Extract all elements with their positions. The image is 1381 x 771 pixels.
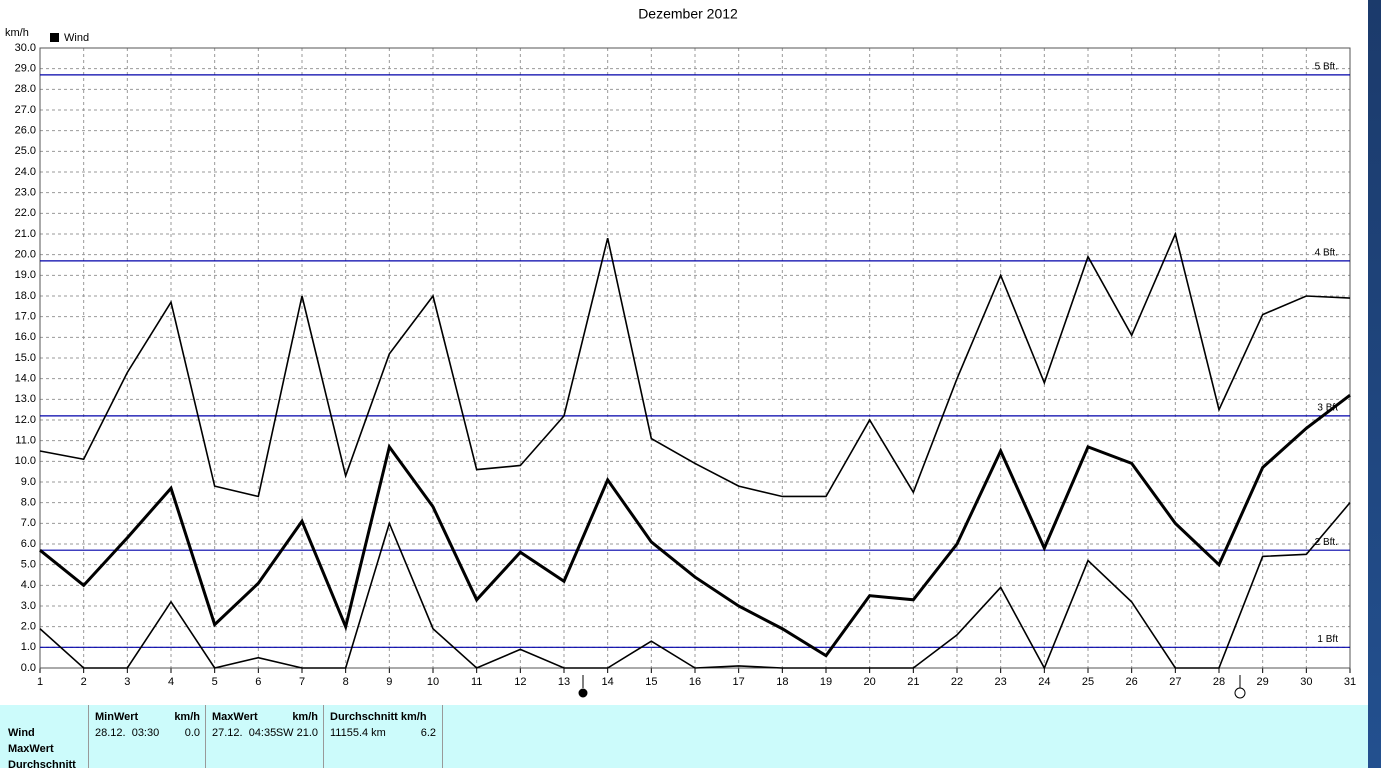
y-tick-label: 6.0 — [21, 538, 36, 550]
chart-title: Dezember 2012 — [638, 6, 738, 22]
y-tick-label: 0.0 — [21, 662, 36, 674]
x-tick-label: 28 — [1213, 676, 1225, 688]
x-tick-label: 16 — [689, 676, 701, 688]
x-tick-label: 23 — [995, 676, 1007, 688]
column-header: Durchschnitt km/h — [330, 711, 427, 723]
y-tick-label: 21.0 — [15, 228, 36, 240]
x-tick-label: 1 — [37, 676, 43, 688]
series-line — [39, 231, 1351, 498]
x-tick-label: 8 — [343, 676, 349, 688]
stats-column: Durchschnitt km/h 11155.4 km 6.2 — [323, 705, 443, 768]
y-tick-label: 4.0 — [21, 579, 36, 591]
beaufort-label: 3 Bft — [1317, 403, 1338, 414]
row-label: Wind — [8, 727, 35, 739]
y-tick-label: 29.0 — [15, 63, 36, 75]
x-tick-label: 26 — [1126, 676, 1138, 688]
x-tick-label: 20 — [864, 676, 876, 688]
time: 28.12. 03:30 — [95, 727, 160, 739]
y-tick-label: 24.0 — [15, 166, 36, 178]
y-tick-label: 30.0 — [15, 42, 36, 54]
y-tick-label: 14.0 — [15, 373, 36, 385]
legend-label: Wind — [64, 32, 89, 44]
x-tick-label: 21 — [907, 676, 919, 688]
x-tick-label: 18 — [776, 676, 788, 688]
x-tick-label: 14 — [602, 676, 614, 688]
y-tick-label: 9.0 — [21, 476, 36, 488]
y-tick-label: 13.0 — [15, 393, 36, 405]
row-label: MaxWert — [8, 743, 54, 755]
x-tick-label: 24 — [1038, 676, 1050, 688]
series-line — [39, 502, 1351, 670]
x-tick-label: 27 — [1169, 676, 1181, 688]
x-tick-label: 9 — [386, 676, 392, 688]
y-tick-label: 19.0 — [15, 269, 36, 281]
column-header: MinWert — [95, 711, 139, 723]
x-tick-label: 22 — [951, 676, 963, 688]
y-tick-label: 22.0 — [15, 207, 36, 219]
y-tick-label: 17.0 — [15, 311, 36, 323]
chart: Dezember 2012 km/h 0.0 1.0 2.0 3.0 4.0 5.0 6.0… — [5, 6, 1356, 699]
y-tick-label: 2.0 — [21, 621, 36, 633]
window-edge — [1368, 0, 1381, 768]
y-tick-label: 27.0 — [15, 104, 36, 116]
beaufort-label: 2 Bft. — [1315, 537, 1338, 548]
column-header: MaxWert — [212, 711, 258, 723]
y-tick-label: 18.0 — [15, 290, 36, 302]
y-tick-label: 28.0 — [15, 83, 36, 95]
y-tick-label: 16.0 — [15, 331, 36, 343]
value: SW 21.0 — [275, 727, 318, 739]
beaufort-label: 5 Bft. — [1315, 62, 1338, 73]
x-tick-label: 29 — [1257, 676, 1269, 688]
column-unit: km/h — [292, 711, 318, 723]
x-tick-label: 31 — [1344, 676, 1356, 688]
stats-panel: Wind MaxWert Durchschnitt MinWert km/h 2… — [0, 705, 1368, 771]
y-tick-label: 11.0 — [15, 435, 36, 447]
x-tick-label: 5 — [212, 676, 218, 688]
x-tick-label: 7 — [299, 676, 305, 688]
stats-column: MaxWert km/h 27.12. 04:35 SW 21.0 — [205, 705, 324, 768]
x-tick-label: 3 — [124, 676, 130, 688]
y-tick-label: 12.0 — [15, 414, 36, 426]
y-tick-label: 23.0 — [15, 187, 36, 199]
y-tick-label: 25.0 — [15, 145, 36, 157]
y-tick-label: 8.0 — [21, 497, 36, 509]
y-tick-label: 1.0 — [21, 641, 36, 653]
x-tick-label: 17 — [733, 676, 745, 688]
full-moon — [1234, 687, 1246, 699]
x-tick-label: 12 — [514, 676, 526, 688]
beaufort-label: 4 Bft. — [1315, 248, 1338, 259]
x-tick-label: 13 — [558, 676, 570, 688]
series-line — [39, 394, 1351, 658]
x-tick-label: 25 — [1082, 676, 1094, 688]
value: 6.2 — [420, 727, 436, 739]
y-axis-label: km/h — [5, 27, 29, 39]
x-tick-label: 4 — [168, 676, 174, 688]
new-moon — [578, 688, 588, 698]
y-tick-label: 26.0 — [15, 125, 36, 137]
value: 0.0 — [184, 727, 200, 739]
x-tick-label: 10 — [427, 676, 439, 688]
y-tick-label: 20.0 — [15, 249, 36, 261]
y-tick-label: 15.0 — [15, 352, 36, 364]
x-tick-label: 30 — [1300, 676, 1312, 688]
legend-swatch — [50, 33, 59, 42]
x-tick-label: 2 — [81, 676, 87, 688]
y-tick-label: 7.0 — [21, 517, 36, 529]
y-tick-label: 3.0 — [21, 600, 36, 612]
time: 27.12. 04:35 — [212, 727, 277, 739]
time: 11155.4 km — [330, 727, 386, 739]
x-tick-label: 15 — [645, 676, 657, 688]
x-tick-label: 11 — [471, 676, 482, 688]
stats-column: MinWert km/h 28.12. 03:30 0.0 — [88, 705, 206, 768]
row-label: Durchschnitt — [8, 759, 76, 771]
y-tick-label: 10.0 — [15, 455, 36, 467]
x-tick-label: 19 — [820, 676, 832, 688]
y-tick-label: 5.0 — [21, 559, 36, 571]
beaufort-label: 1 Bft — [1317, 634, 1338, 645]
x-tick-label: 6 — [255, 676, 261, 688]
column-unit: km/h — [174, 711, 200, 723]
